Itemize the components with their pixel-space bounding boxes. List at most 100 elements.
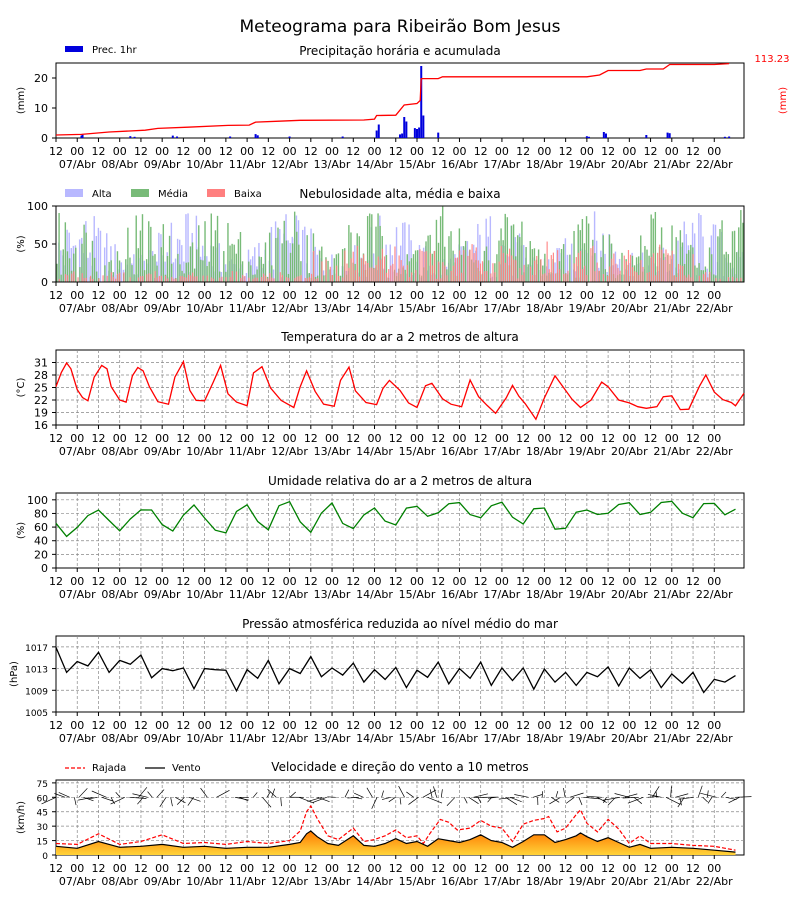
wind-direction-arrow <box>622 796 639 799</box>
cloud-bar-baixa <box>158 275 160 282</box>
cloud-bar-baixa <box>688 274 690 282</box>
cloud-bar-baixa <box>634 271 636 282</box>
x-hour-label: 12 <box>304 862 318 875</box>
wind-direction-arrow <box>327 796 336 798</box>
cloud-bar-media <box>416 250 419 282</box>
x-hour-label: 12 <box>49 719 63 732</box>
cloud-bar-media <box>427 235 429 282</box>
cloud-bar-alta <box>133 254 135 282</box>
cloud-bar-alta <box>702 236 704 282</box>
wind-direction-arrow <box>347 796 359 799</box>
cloud-bar-media <box>412 254 415 282</box>
cloud-bar-media <box>487 260 490 282</box>
x-day-label: 13/Abr <box>314 158 351 171</box>
y-tick-label: 19 <box>34 407 48 420</box>
cloud-bar-media <box>154 254 156 282</box>
cloud-bar-baixa <box>648 272 650 282</box>
cloud-bar-baixa <box>657 252 659 282</box>
x-day-label: 21/Abr <box>653 875 690 888</box>
x-hour-label: 00 <box>70 719 84 732</box>
wind-direction-arrow <box>115 792 121 798</box>
precip-bar <box>418 127 421 138</box>
wind-direction-arrow <box>83 796 94 802</box>
cloud-bar-baixa <box>369 267 371 282</box>
precip-bar <box>129 136 132 138</box>
x-hour-label: 12 <box>686 432 700 445</box>
x-day-label: 15/Abr <box>399 875 436 888</box>
cloud-bar-baixa <box>521 274 523 282</box>
wind-direction-arrow <box>132 793 148 798</box>
x-hour-label: 00 <box>665 719 679 732</box>
x-hour-label: 00 <box>283 575 297 588</box>
cloud-bar-media <box>212 246 215 282</box>
y-tick-label: 22 <box>34 394 48 407</box>
precip-bar <box>375 130 378 138</box>
cloud-bar-media <box>621 252 623 282</box>
cloud-bar-baixa <box>577 252 580 282</box>
x-hour-label: 00 <box>368 719 382 732</box>
cloud-bar-alta <box>185 214 187 282</box>
cloud-bar-baixa <box>661 249 663 282</box>
cloud-bar-alta <box>673 254 675 282</box>
x-hour-label: 12 <box>389 145 403 158</box>
wind-direction-arrow <box>252 792 258 798</box>
cloud-bar-baixa <box>546 241 548 282</box>
x-hour-label: 12 <box>304 575 318 588</box>
x-hour-label: 12 <box>516 145 530 158</box>
cloud-bar-alta <box>195 215 198 282</box>
cloud-bar-media <box>156 265 158 282</box>
cloud-bar-media <box>483 250 486 282</box>
wind-direction-arrow <box>170 797 173 807</box>
cloud-bar-baixa <box>171 277 173 282</box>
x-hour-label: 12 <box>644 862 658 875</box>
x-hour-label: 00 <box>622 145 636 158</box>
cloud-bar-media <box>542 265 544 282</box>
x-day-label: 13/Abr <box>314 732 351 745</box>
wind-direction-arrow <box>578 797 583 806</box>
cloud-bar-baixa <box>629 254 632 282</box>
cloud-bar-baixa <box>137 277 140 282</box>
x-day-label: 21/Abr <box>653 732 690 745</box>
cloud-bar-alta <box>164 261 166 282</box>
x-hour-label: 12 <box>176 432 190 445</box>
cloud-bar-media <box>525 247 527 282</box>
cloud-bar-baixa <box>638 275 640 282</box>
cloud-bar-baixa <box>344 250 346 282</box>
cloud-bar-media <box>339 275 342 282</box>
cloud-bar-baixa <box>183 277 185 282</box>
cloud-bar-media <box>562 244 565 282</box>
wind-direction-arrow <box>91 790 107 798</box>
x-day-label: 09/Abr <box>144 445 181 458</box>
cloud-bar-media <box>742 222 744 282</box>
y-tick-label: 20 <box>34 548 48 561</box>
x-hour-label: 00 <box>155 862 169 875</box>
cloud-bar-media <box>385 255 388 282</box>
cloud-bar-baixa <box>354 270 356 282</box>
x-day-label: 19/Abr <box>568 588 605 601</box>
x-day-label: 18/Abr <box>526 732 563 745</box>
x-day-label: 10/Abr <box>186 158 223 171</box>
wind-direction-arrow <box>156 789 165 798</box>
x-hour-label: 12 <box>261 432 275 445</box>
precip-bar <box>604 133 607 138</box>
x-hour-label: 00 <box>495 145 509 158</box>
wind-direction-arrow <box>614 793 630 798</box>
wind-direction-arrow <box>734 796 752 798</box>
cloud-bar-baixa <box>682 266 684 282</box>
wind-direction-arrow <box>427 796 443 804</box>
cloud-bar-media <box>227 223 229 282</box>
cloud-bar-media <box>719 229 721 282</box>
cloud-bar-baixa <box>73 271 75 282</box>
cloud-bar-media <box>448 236 450 282</box>
cloud-bar-media <box>293 211 296 282</box>
x-hour-label: 00 <box>622 862 636 875</box>
wind-direction-arrow <box>267 788 277 798</box>
cloud-bar-alta <box>404 222 406 282</box>
cloud-bar-alta <box>106 233 108 282</box>
cloud-bar-baixa <box>285 277 288 282</box>
cloud-bar-media <box>731 231 734 282</box>
wind-direction-arrow <box>406 791 414 798</box>
x-day-label: 09/Abr <box>144 732 181 745</box>
precip-bar <box>422 115 425 138</box>
x-day-label: 09/Abr <box>144 302 181 315</box>
